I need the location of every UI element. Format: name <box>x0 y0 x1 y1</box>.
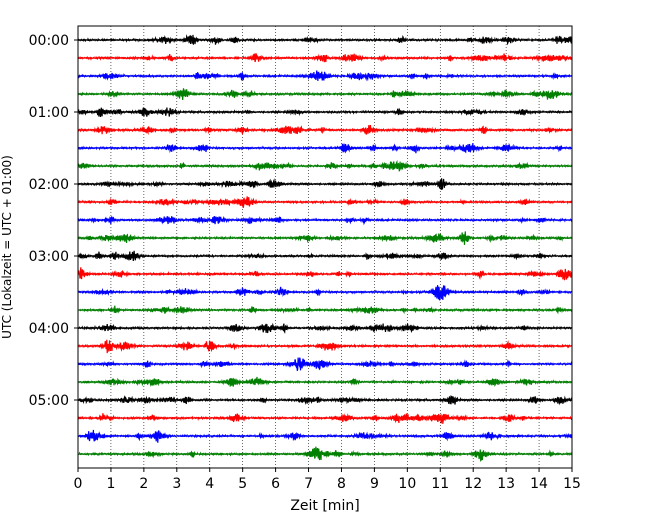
trace-19 <box>77 357 573 372</box>
y-axis-label: UTC (Lokalzeit = UTC + 01:00) <box>0 155 14 339</box>
y-tick-label-01:00: 01:00 <box>29 105 69 121</box>
y-tick-label-05:00: 05:00 <box>29 393 69 409</box>
x-tick-label-0: 0 <box>74 476 83 492</box>
trace-18 <box>77 339 573 354</box>
x-tick-label-9: 9 <box>370 476 379 492</box>
trace-12 <box>77 231 573 245</box>
trace-6 <box>77 124 573 136</box>
trace-8 <box>77 159 573 172</box>
y-tick-label-02:00: 02:00 <box>29 177 69 193</box>
x-tick-label-15: 15 <box>563 476 581 492</box>
trace-1 <box>77 34 573 46</box>
x-tick-label-13: 13 <box>497 476 515 492</box>
y-tick-label-00:00: 00:00 <box>29 33 69 49</box>
x-tick-label-10: 10 <box>398 476 416 492</box>
plot-frame <box>77 25 573 469</box>
x-tick-label-12: 12 <box>464 476 482 492</box>
x-tick-label-14: 14 <box>530 476 548 492</box>
trace-11 <box>77 215 573 226</box>
x-axis-label: Zeit [min] <box>290 498 359 514</box>
trace-4 <box>77 88 573 100</box>
y-tick-label-04:00: 04:00 <box>29 321 69 337</box>
x-tick-label-7: 7 <box>304 476 313 492</box>
trace-16 <box>77 305 573 315</box>
trace-24 <box>77 446 573 462</box>
x-tick-label-11: 11 <box>431 476 449 492</box>
trace-21 <box>77 394 573 406</box>
trace-23 <box>77 429 573 443</box>
trace-22 <box>77 413 573 424</box>
x-tick-label-2: 2 <box>139 476 148 492</box>
y-tick-label-03:00: 03:00 <box>29 249 69 265</box>
trace-2 <box>77 52 573 63</box>
plot-background <box>78 26 572 468</box>
trace-3 <box>77 70 573 82</box>
seismic-traces <box>77 34 573 462</box>
trace-9 <box>77 178 573 190</box>
x-tick-label-3: 3 <box>172 476 181 492</box>
x-axis-ticks: 0 1 2 3 4 5 6 7 8 9 10 11 12 13 14 15 <box>74 468 581 492</box>
trace-14 <box>77 267 573 281</box>
trace-5 <box>77 107 573 117</box>
x-tick-label-1: 1 <box>106 476 115 492</box>
x-tick-label-5: 5 <box>238 476 247 492</box>
trace-15 <box>77 285 573 301</box>
trace-20 <box>77 376 573 387</box>
x-tick-label-6: 6 <box>271 476 280 492</box>
x-tick-label-4: 4 <box>205 476 214 492</box>
trace-13 <box>77 250 573 262</box>
x-tick-label-8: 8 <box>337 476 346 492</box>
trace-17 <box>77 322 573 334</box>
trace-10 <box>77 196 573 209</box>
y-axis-ticks: 00:00 01:00 02:00 03:00 04:00 05:00 <box>29 33 78 409</box>
trace-7 <box>77 142 573 154</box>
